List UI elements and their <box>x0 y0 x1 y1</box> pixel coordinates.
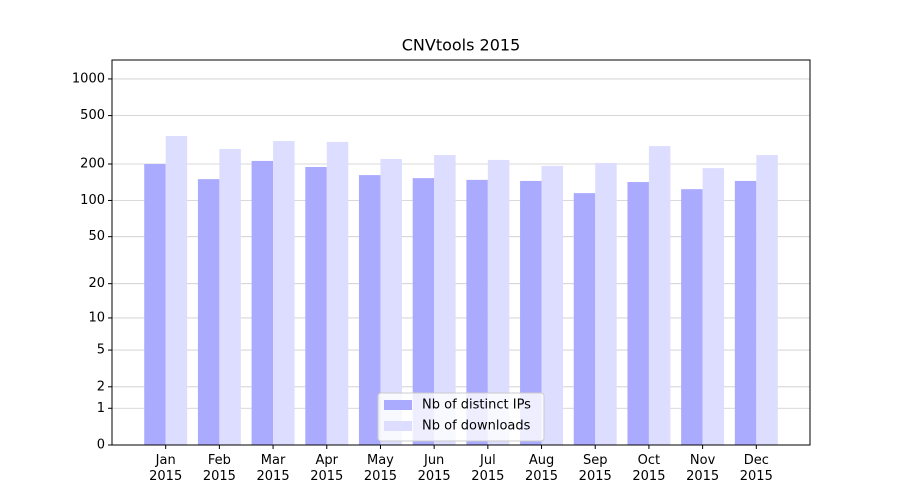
y-tick-label: 0 <box>97 438 105 453</box>
x-tick-label: Mar 2015 <box>256 453 290 484</box>
y-tick-label: 2 <box>97 379 105 394</box>
y-tick-label: 10 <box>88 310 105 325</box>
x-tick-label: Nov 2015 <box>686 453 720 484</box>
bar <box>273 141 295 445</box>
y-tick-label: 20 <box>88 276 105 291</box>
bar <box>305 166 327 446</box>
bar <box>219 148 241 445</box>
x-tick-label: Oct 2015 <box>632 453 666 484</box>
y-tick-label: 5 <box>97 343 105 358</box>
bar <box>541 165 564 445</box>
bar <box>756 155 778 446</box>
legend-swatch <box>384 400 412 410</box>
legend-frame <box>377 392 545 442</box>
y-tick-label: 1000 <box>72 71 105 86</box>
chart-title: CNVtools 2015 <box>402 36 521 55</box>
bar <box>573 193 596 445</box>
y-tick-label: 100 <box>80 193 105 208</box>
x-tick-label: Jul 2015 <box>471 453 505 484</box>
x-tick-label: Aug 2015 <box>524 453 559 484</box>
bar <box>434 155 456 446</box>
bar <box>627 182 649 445</box>
bar <box>326 141 349 445</box>
y-tick-label: 500 <box>80 108 105 123</box>
bar <box>595 162 617 445</box>
y-tick-label: 50 <box>88 229 105 244</box>
bar <box>380 158 402 445</box>
bar <box>412 178 435 445</box>
bar <box>681 189 703 445</box>
bar <box>251 160 274 445</box>
bar <box>702 168 725 445</box>
bar <box>358 175 381 445</box>
y-tick-label: 1 <box>97 401 105 416</box>
bar <box>466 179 488 445</box>
y-tick-label: 200 <box>80 157 105 172</box>
legend-swatch <box>384 421 412 431</box>
legend-label: Nb of distinct IPs <box>422 398 531 413</box>
x-tick-label: May 2015 <box>363 453 397 484</box>
plot-frame <box>111 59 811 446</box>
x-tick-label: Jun 2015 <box>417 453 451 484</box>
legend-label: Nb of downloads <box>422 419 531 434</box>
x-tick-label: Feb 2015 <box>202 453 236 484</box>
legend: Nb of distinct IPs Nb of downloads <box>377 392 545 442</box>
bar <box>165 135 188 445</box>
bar <box>734 180 757 446</box>
bar <box>648 146 671 446</box>
x-tick-label: Sep 2015 <box>578 453 612 484</box>
bar <box>144 164 166 445</box>
bar <box>487 159 510 445</box>
bar <box>197 179 220 445</box>
x-tick-label: Apr 2015 <box>310 453 344 484</box>
bar <box>520 180 542 446</box>
x-tick-label: Jan 2015 <box>149 453 183 484</box>
x-tick-label: Dec 2015 <box>739 453 773 484</box>
